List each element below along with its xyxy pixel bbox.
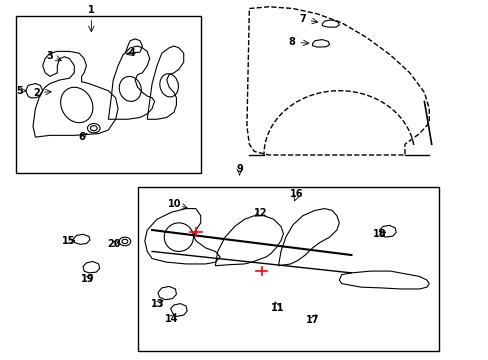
Bar [137, 187, 438, 351]
Text: 19: 19 [81, 274, 95, 284]
Text: 6: 6 [78, 132, 85, 142]
Text: 7: 7 [299, 14, 305, 24]
Text: 4: 4 [128, 48, 135, 58]
Text: 14: 14 [164, 314, 178, 324]
Text: 1: 1 [88, 5, 95, 15]
Text: 20: 20 [107, 239, 121, 249]
Text: 10: 10 [168, 199, 182, 209]
Text: 16: 16 [290, 189, 303, 199]
Text: 2: 2 [33, 88, 40, 98]
Text: 13: 13 [151, 299, 164, 309]
Text: 8: 8 [288, 37, 295, 47]
Text: 11: 11 [270, 303, 284, 313]
Text: 15: 15 [61, 236, 75, 246]
Text: 18: 18 [372, 229, 386, 239]
Text: 17: 17 [305, 315, 319, 325]
Text: 3: 3 [46, 51, 53, 61]
Text: 12: 12 [253, 208, 267, 218]
Bar [16, 16, 201, 173]
Text: 9: 9 [236, 164, 243, 174]
Text: 5: 5 [17, 86, 23, 96]
